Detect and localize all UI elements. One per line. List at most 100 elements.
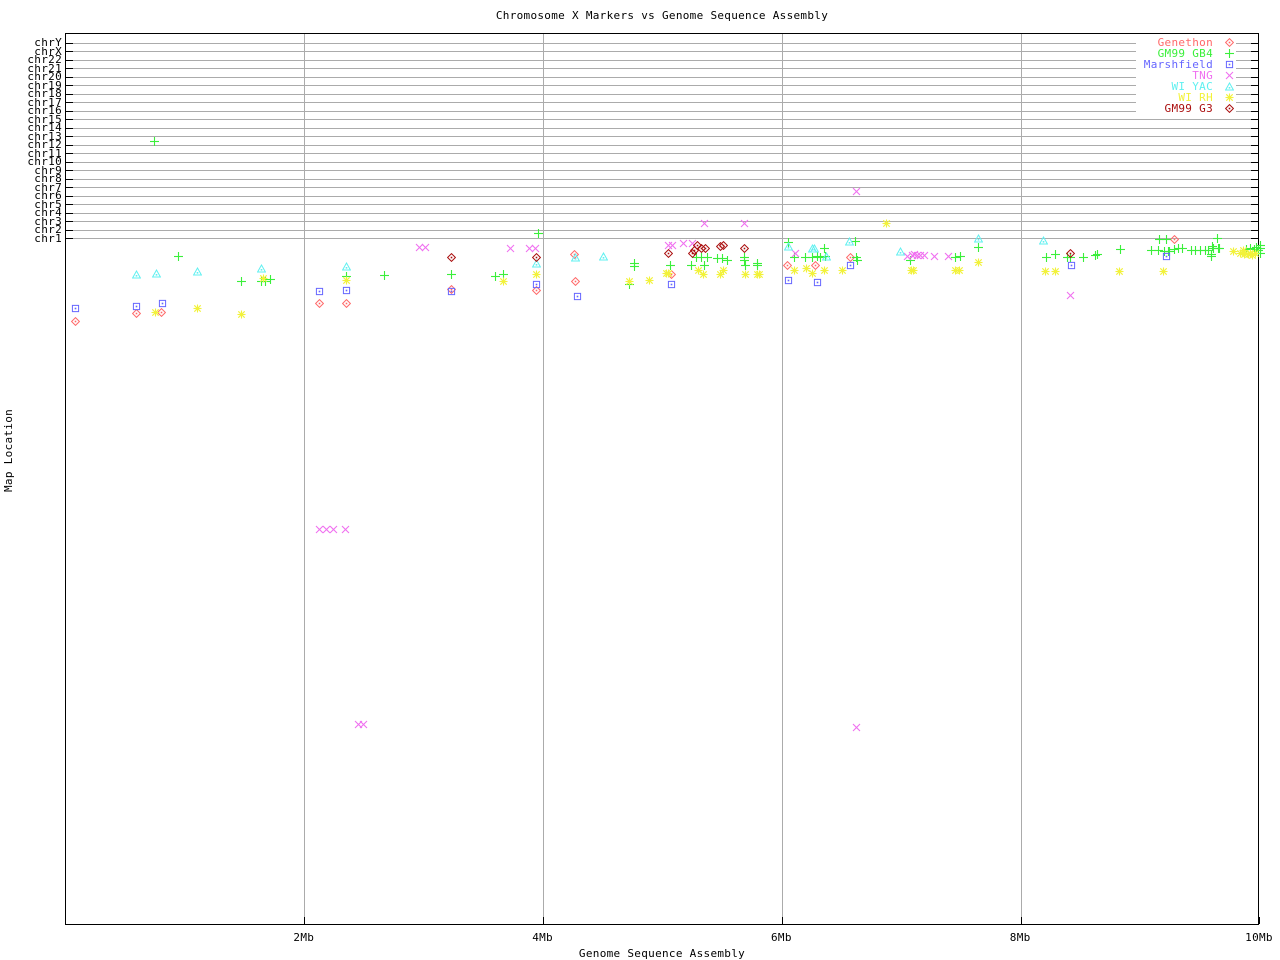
h-gridline <box>66 212 1258 214</box>
y-axis-tick-right <box>1251 93 1258 95</box>
y-axis-tick-left <box>66 161 73 163</box>
x-axis-tick-label: 10Mb <box>1245 931 1273 944</box>
y-axis-tick-left <box>66 136 73 138</box>
data-point-wi-rh <box>1159 267 1168 276</box>
data-point-gm99-g3 <box>531 252 541 262</box>
y-axis-tick-right <box>1251 119 1258 121</box>
y-axis-tick-left <box>66 127 73 129</box>
y-axis-tick-right <box>1251 110 1258 112</box>
data-point-wi-rh <box>151 308 160 317</box>
data-point-wi-rh <box>259 274 268 283</box>
h-gridline <box>66 221 1258 223</box>
y-axis-tick-left <box>66 170 73 172</box>
data-point-genethon <box>531 285 541 295</box>
legend-item: GM99 G3 <box>1144 102 1235 115</box>
chart-legend: Genethon GM99 GB4 Marshfield TNG WI YAC WI RH… <box>1135 36 1236 115</box>
legend-marker-icon <box>1224 103 1235 114</box>
y-axis-label: chr8 <box>34 172 62 186</box>
data-point-gm99-gb4 <box>260 277 270 287</box>
y-axis-tick-left <box>66 68 73 70</box>
data-point-wi-rh <box>755 270 764 279</box>
y-axis-tick-right <box>1251 238 1258 240</box>
data-point-wi-rh <box>625 277 634 286</box>
data-point-wi-rh <box>499 277 508 286</box>
data-point-tng <box>688 239 697 248</box>
y-axis-tick-right <box>1251 204 1258 206</box>
h-gridline <box>66 76 1258 78</box>
y-axis-label: chr3 <box>34 214 62 228</box>
data-point-marshfield <box>1162 252 1171 261</box>
data-point-tng <box>329 525 338 534</box>
y-axis-tick-right <box>1251 153 1258 155</box>
data-point-gm99-g3 <box>701 244 711 254</box>
data-point-wi-rh <box>237 310 246 319</box>
data-point-gm99-gb4 <box>740 260 750 270</box>
data-point-gm99-gb4 <box>1078 253 1088 263</box>
data-point-wi-rh <box>820 266 829 275</box>
legend-marker-icon <box>1224 81 1235 91</box>
chart-title: Chromosome X Markers vs Genome Sequence … <box>495 9 829 22</box>
data-point-wi-yac <box>342 262 352 271</box>
data-point-tng <box>668 241 677 250</box>
data-point-gm99-gb4 <box>739 256 749 266</box>
data-point-tng <box>506 244 515 253</box>
legend-label: TNG <box>1192 69 1213 82</box>
y-axis-tick-left <box>66 110 73 112</box>
data-point-wi-yac <box>822 251 832 261</box>
h-gridline <box>66 153 1258 155</box>
y-axis-label: chr22 <box>27 53 62 67</box>
y-axis-tick-right <box>1251 76 1258 78</box>
data-point-gm99-gb4 <box>1115 245 1125 255</box>
data-point-wi-yac <box>1039 235 1049 245</box>
legend-label: Marshfield <box>1143 58 1213 71</box>
data-point-wi-rh <box>882 219 891 228</box>
data-point-gm99-g3 <box>719 240 729 250</box>
data-point-wi-rh <box>699 270 708 279</box>
data-point-gm99-gb4 <box>722 256 732 266</box>
y-axis-tick-right <box>1251 178 1258 180</box>
legend-label: WI RH <box>1178 91 1213 104</box>
data-point-gm99-gb4 <box>718 254 728 264</box>
data-point-gm99-gb4 <box>491 272 501 282</box>
legend-marker-icon <box>1225 93 1234 102</box>
data-point-marshfield <box>1067 261 1076 270</box>
y-axis-tick-left <box>66 221 73 223</box>
data-point-genethon <box>1169 234 1179 244</box>
y-axis-tick-right <box>1251 42 1258 44</box>
y-axis-label: chr21 <box>27 61 62 75</box>
x-axis-tick-label: 4Mb <box>532 931 553 944</box>
legend-marker-icon <box>1225 71 1234 80</box>
y-axis-tick-left <box>66 195 73 197</box>
y-axis-tick-left <box>66 42 73 44</box>
x-axis-title: Genome Sequence Assembly <box>578 947 746 960</box>
h-gridline <box>66 102 1258 104</box>
data-point-wi-rh <box>802 264 811 273</box>
h-gridline <box>66 85 1258 87</box>
y-axis-tick-right <box>1251 85 1258 87</box>
data-point-tng <box>315 525 324 534</box>
x-axis-tick <box>1258 917 1260 924</box>
y-axis-tick-left <box>66 85 73 87</box>
data-point-gm99-g3 <box>1065 248 1075 258</box>
legend-label: WI YAC <box>1171 80 1213 93</box>
x-axis-tick-label: 8Mb <box>1009 931 1031 944</box>
data-point-gm99-gb4 <box>696 253 706 263</box>
data-point-wi-rh <box>694 266 703 275</box>
y-axis-label: chrX <box>34 44 62 58</box>
h-gridline <box>66 68 1258 70</box>
y-axis-tick-right <box>1251 195 1258 197</box>
legend-item: WI YAC <box>1144 80 1235 93</box>
data-point-gm99-gb4 <box>1051 249 1061 259</box>
data-point-genethon <box>131 308 141 318</box>
data-point-wi-rh <box>808 269 817 278</box>
legend-label: GM99 G3 <box>1164 102 1213 115</box>
data-point-wi-yac <box>896 247 906 256</box>
data-point-tng <box>920 251 929 260</box>
h-gridline <box>66 195 1258 197</box>
x-axis-tick <box>543 917 545 924</box>
y-axis-tick-right <box>1251 229 1258 231</box>
data-point-gm99-g3 <box>664 248 674 258</box>
data-point-gm99-gb4 <box>1206 251 1216 261</box>
data-point-gm99-gb4 <box>534 229 544 239</box>
h-gridline <box>66 59 1258 61</box>
